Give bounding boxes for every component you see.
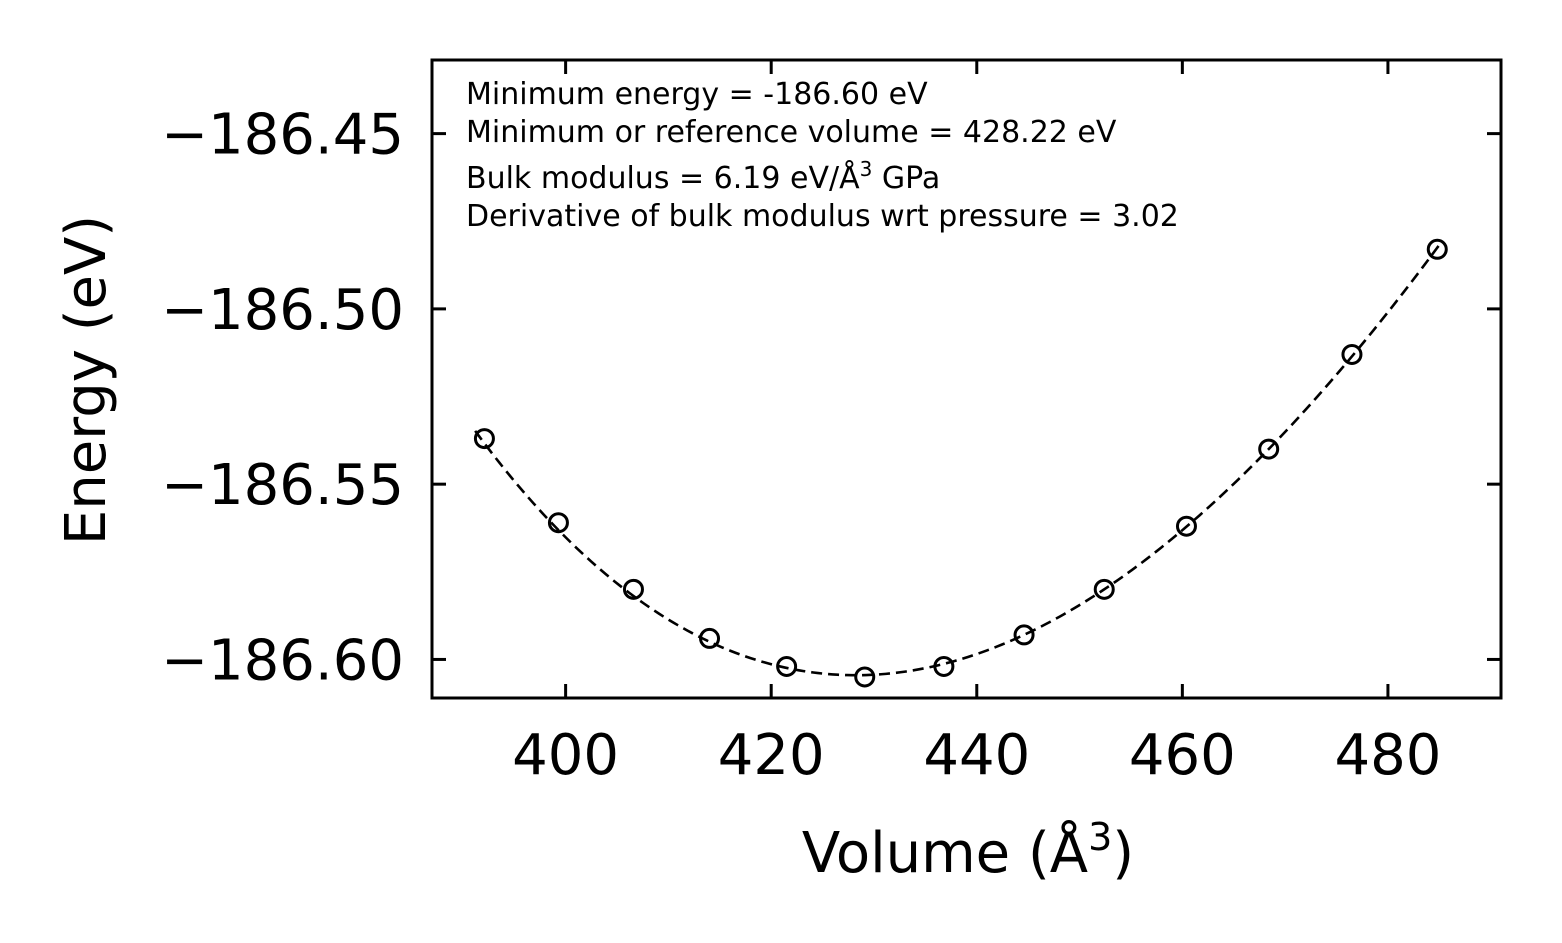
- y-axis-title: Energy (eV): [54, 215, 119, 545]
- data-point: [473, 428, 495, 450]
- fit-line: [474, 241, 1443, 677]
- data-point: [854, 666, 876, 688]
- annotation-bulk-modulus: Bulk modulus = 6.19 eV/Å3 GPa: [466, 157, 940, 196]
- data-point: [622, 578, 644, 600]
- x-tick-label: 420: [718, 723, 825, 788]
- x-axis-title: Volume (Å3): [802, 815, 1134, 886]
- data-point: [699, 627, 721, 649]
- y-ticks-layer: −186.45 −186.50 −186.55 −186.60: [161, 103, 1501, 693]
- y-tick-label: −186.55: [161, 453, 404, 518]
- data-point: [1258, 438, 1280, 460]
- y-tick-label: −186.45: [161, 103, 404, 168]
- data-point: [1426, 238, 1448, 260]
- x-tick-label: 480: [1334, 723, 1441, 788]
- data-point: [1093, 578, 1115, 600]
- data-point: [1013, 624, 1035, 646]
- annotation-box: Minimum energy = -186.60 eV Minimum or r…: [466, 77, 1179, 234]
- x-tick-label: 400: [512, 723, 619, 788]
- y-tick-label: −186.60: [161, 628, 404, 693]
- data-point: [933, 655, 955, 677]
- data-point: [1175, 515, 1197, 537]
- fit-curve-layer: [474, 241, 1443, 677]
- x-ticks-layer: 400 420 440 460 480: [512, 60, 1441, 788]
- annotation-ref-volume: Minimum or reference volume = 428.22 eV: [466, 115, 1117, 150]
- plot-frame: [430, 58, 1503, 700]
- data-point: [1341, 343, 1363, 365]
- data-points-layer: [473, 238, 1448, 688]
- x-tick-label: 440: [923, 723, 1030, 788]
- data-point: [776, 655, 798, 677]
- annotation-bulk-modulus-derivative: Derivative of bulk modulus wrt pressure …: [466, 199, 1179, 234]
- data-point: [547, 512, 569, 534]
- annotation-min-energy: Minimum energy = -186.60 eV: [466, 77, 928, 112]
- y-tick-label: −186.50: [161, 278, 404, 343]
- x-tick-label: 460: [1129, 723, 1236, 788]
